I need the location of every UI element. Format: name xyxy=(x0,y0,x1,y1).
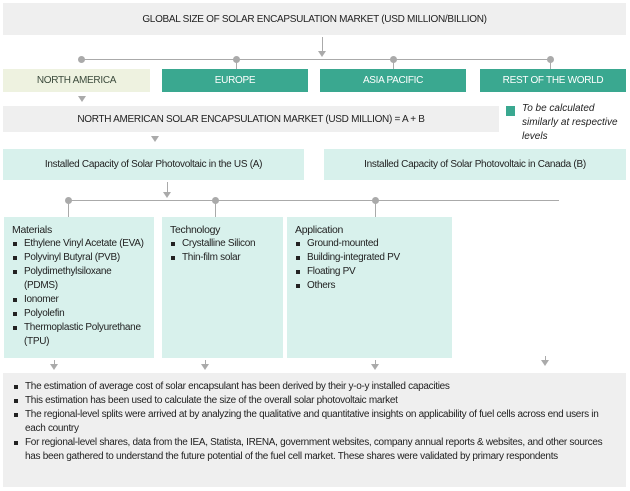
list-item: Floating PV xyxy=(295,265,444,279)
arrow-down-icon xyxy=(163,192,171,198)
segment-materials: Materials Ethylene Vinyl Acetate (EVA) P… xyxy=(4,217,154,358)
notes-box: The estimation of average cost of solar … xyxy=(3,373,626,487)
us-capacity-box: Installed Capacity of Solar Photovoltaic… xyxy=(3,149,304,180)
canada-capacity-box: Installed Capacity of Solar Photovoltaic… xyxy=(324,149,626,180)
segment-title: Materials xyxy=(12,224,52,236)
connector xyxy=(545,356,546,362)
connector xyxy=(375,360,376,366)
na-market-box: NORTH AMERICAN SOLAR ENCAPSULATION MARKE… xyxy=(3,106,499,132)
connector xyxy=(322,37,323,53)
region-rest-of-world: REST OF THE WORLD xyxy=(480,69,626,92)
segment-technology: Technology Crystalline Silicon Thin-film… xyxy=(162,217,283,358)
region-europe: EUROPE xyxy=(162,69,308,92)
arrow-down-icon xyxy=(201,364,209,370)
segment-title: Application xyxy=(295,224,344,236)
arrow-down-icon xyxy=(151,136,159,142)
list-item: Crystalline Silicon xyxy=(170,237,275,251)
arrow-down-icon xyxy=(541,360,549,366)
connector xyxy=(167,182,168,194)
global-market-title: GLOBAL SIZE OF SOLAR ENCAPSULATION MARKE… xyxy=(3,3,626,35)
arrow-down-icon xyxy=(78,96,86,102)
node-dot xyxy=(78,56,85,63)
list-item: Thin-film solar xyxy=(170,251,275,265)
list-item: Polyolefin xyxy=(12,307,146,321)
connector xyxy=(54,360,55,366)
note-item: For regional-level shares, data from the… xyxy=(13,436,618,464)
segment-title: Technology xyxy=(170,224,221,236)
arrow-down-icon xyxy=(371,364,379,370)
note-item: The regional-level splits were arrived a… xyxy=(13,408,618,436)
connector xyxy=(68,200,69,217)
legend-swatch xyxy=(506,106,515,116)
list-item: Polydimethylsiloxane (PDMS) xyxy=(12,265,146,293)
arrow-down-icon xyxy=(50,364,58,370)
region-asia-pacific: ASIA PACIFIC xyxy=(320,69,466,92)
list-item: Ethylene Vinyl Acetate (EVA) xyxy=(12,237,146,251)
list-item: Ground-mounted xyxy=(295,237,444,251)
list-item: Ionomer xyxy=(12,293,146,307)
list-item: Thermoplastic Polyurethane (TPU) xyxy=(12,321,146,349)
legend-text: To be calculated similarly at respective… xyxy=(522,103,618,142)
arrow-down-icon xyxy=(318,51,326,57)
segment-application: Application Ground-mounted Building-inte… xyxy=(287,217,452,358)
list-item: Polyvinyl Butyral (PVB) xyxy=(12,251,146,265)
connector xyxy=(81,59,550,60)
region-north-america: NORTH AMERICA xyxy=(3,69,150,92)
note-item: This estimation has been used to calcula… xyxy=(13,394,618,408)
connector xyxy=(393,59,394,69)
note-item: The estimation of average cost of solar … xyxy=(13,380,618,394)
connector xyxy=(236,59,237,69)
connector xyxy=(68,200,559,201)
connector xyxy=(205,360,206,366)
connector xyxy=(215,200,216,217)
connector xyxy=(375,200,376,217)
list-item: Others xyxy=(295,279,444,293)
list-item: Building-integrated PV xyxy=(295,251,444,265)
connector xyxy=(550,59,551,69)
